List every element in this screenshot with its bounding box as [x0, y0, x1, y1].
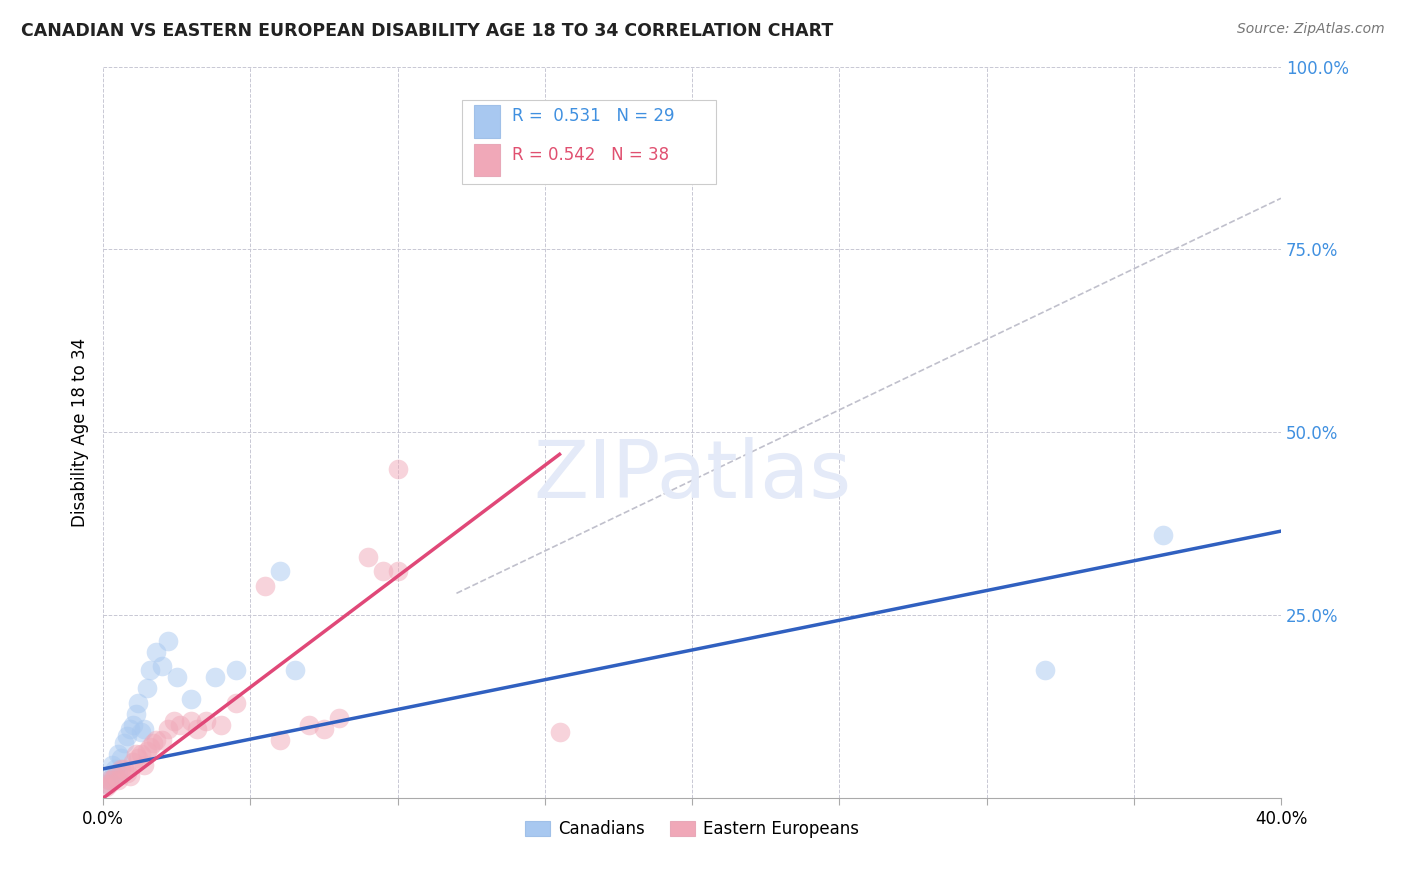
Point: [124, 706, 146, 721]
Point: [156, 722, 179, 736]
Point: [124, 747, 146, 762]
Point: [156, 633, 179, 648]
Point: [1035, 663, 1057, 677]
Point: [127, 696, 149, 710]
Point: [254, 579, 277, 593]
Point: [101, 769, 124, 783]
Bar: [474, 145, 501, 177]
Point: [110, 762, 132, 776]
Y-axis label: Disability Age 18 to 34: Disability Age 18 to 34: [72, 338, 89, 527]
Point: [225, 696, 247, 710]
Point: [195, 714, 218, 729]
Point: [180, 692, 202, 706]
Point: [225, 663, 247, 677]
Legend: Canadians, Eastern Europeans: Canadians, Eastern Europeans: [519, 814, 866, 845]
Point: [186, 722, 208, 736]
Point: [328, 711, 350, 725]
Point: [145, 732, 167, 747]
Point: [150, 659, 173, 673]
Point: [371, 565, 394, 579]
Point: [115, 729, 138, 743]
Point: [131, 725, 153, 739]
Point: [136, 743, 159, 757]
Point: [169, 718, 191, 732]
Point: [134, 758, 156, 772]
Point: [131, 747, 153, 762]
Text: ZIPatlas: ZIPatlas: [533, 437, 851, 516]
Point: [107, 765, 129, 780]
Point: [357, 549, 380, 564]
Text: Source: ZipAtlas.com: Source: ZipAtlas.com: [1237, 22, 1385, 37]
Point: [104, 769, 127, 783]
Point: [269, 732, 291, 747]
Point: [136, 681, 159, 696]
Point: [94, 776, 117, 790]
FancyBboxPatch shape: [463, 100, 716, 184]
Point: [166, 670, 188, 684]
Point: [115, 765, 138, 780]
Text: R =  0.531   N = 29: R = 0.531 N = 29: [512, 107, 675, 125]
Point: [204, 670, 226, 684]
Point: [139, 739, 162, 754]
Point: [139, 663, 162, 677]
Point: [98, 772, 121, 787]
Point: [269, 565, 291, 579]
Point: [118, 722, 141, 736]
Point: [548, 725, 571, 739]
Point: [98, 776, 121, 790]
Point: [298, 718, 321, 732]
Text: CANADIAN VS EASTERN EUROPEAN DISABILITY AGE 18 TO 34 CORRELATION CHART: CANADIAN VS EASTERN EUROPEAN DISABILITY …: [21, 22, 834, 40]
Point: [112, 736, 135, 750]
Point: [121, 755, 143, 769]
Point: [94, 780, 117, 794]
Point: [312, 722, 335, 736]
Point: [283, 663, 305, 677]
Point: [112, 762, 135, 776]
Point: [163, 714, 186, 729]
Point: [134, 722, 156, 736]
Point: [101, 772, 124, 787]
Point: [145, 645, 167, 659]
Point: [180, 714, 202, 729]
Point: [104, 762, 127, 776]
Point: [127, 751, 149, 765]
Point: [150, 732, 173, 747]
Point: [118, 769, 141, 783]
Text: R = 0.542   N = 38: R = 0.542 N = 38: [512, 145, 669, 163]
Point: [142, 736, 165, 750]
Point: [121, 718, 143, 732]
Point: [101, 758, 124, 772]
Point: [387, 462, 409, 476]
Point: [107, 772, 129, 787]
Point: [209, 718, 232, 732]
Point: [98, 772, 121, 787]
Bar: [474, 105, 501, 137]
Point: [387, 565, 409, 579]
Point: [110, 751, 132, 765]
Point: [1152, 528, 1174, 542]
Point: [107, 747, 129, 762]
